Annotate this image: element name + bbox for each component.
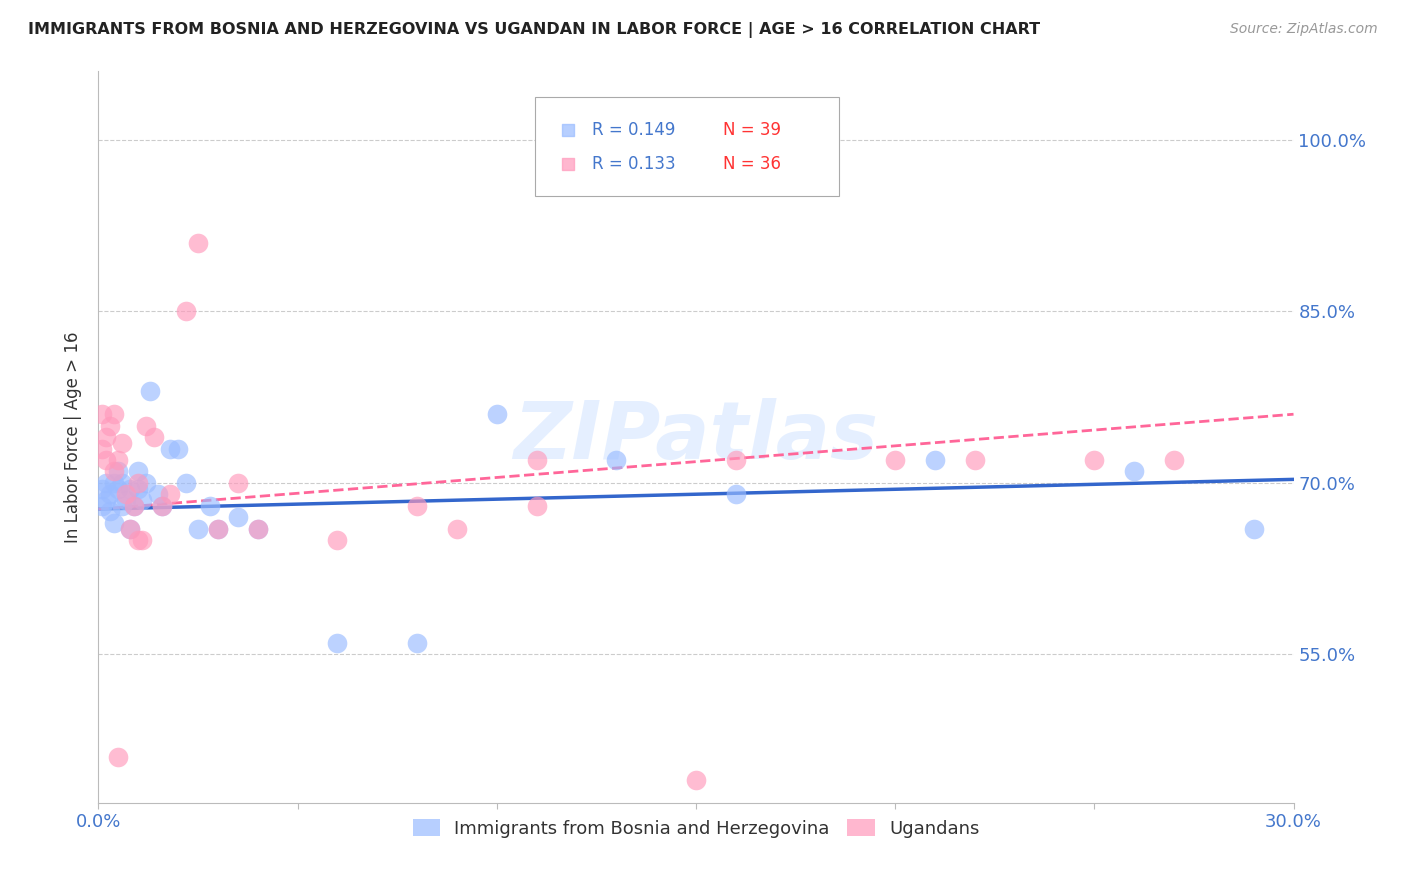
Point (226, 475, 249, 490)
Point (103, 516, 125, 530)
Point (131, 492, 153, 507)
Point (103, 464, 125, 478)
Point (107, 750, 129, 764)
Point (485, 407, 508, 421)
Point (1243, 521, 1265, 535)
Point (724, 487, 747, 501)
Point (96, 475, 118, 490)
Point (246, 521, 269, 535)
Text: Source: ZipAtlas.com: Source: ZipAtlas.com (1230, 22, 1378, 37)
Point (127, 464, 149, 478)
Point (207, 521, 229, 535)
Point (135, 475, 157, 490)
Point (174, 304, 197, 318)
Point (131, 533, 153, 547)
Point (226, 510, 249, 524)
Point (120, 521, 142, 535)
Point (207, 521, 229, 535)
Point (724, 453, 747, 467)
Point (446, 521, 468, 535)
Point (685, 772, 707, 787)
Point (96, 453, 118, 467)
Point (1163, 453, 1185, 467)
Point (963, 453, 986, 467)
Point (150, 499, 173, 513)
Point (96, 492, 118, 507)
Point (120, 482, 142, 496)
Point (406, 499, 429, 513)
Point (103, 407, 125, 421)
Point (107, 482, 129, 496)
Point (246, 521, 269, 535)
Point (127, 475, 149, 490)
Point (143, 430, 166, 444)
Text: N = 39: N = 39 (724, 121, 782, 139)
Point (148, 487, 170, 501)
Point (103, 475, 125, 490)
Point (924, 453, 946, 467)
Point (98, 487, 122, 501)
Point (526, 453, 548, 467)
Point (98, 418, 122, 433)
Text: N = 36: N = 36 (724, 155, 782, 173)
Legend: Immigrants from Bosnia and Herzegovina, Ugandans: Immigrants from Bosnia and Herzegovina, … (405, 813, 987, 845)
Point (198, 499, 221, 513)
Point (159, 442, 181, 456)
Text: R = 0.133: R = 0.133 (592, 155, 676, 173)
Point (139, 384, 162, 399)
Point (127, 533, 149, 547)
Point (115, 492, 138, 507)
Point (326, 636, 349, 650)
Point (91, 407, 114, 421)
Point (1123, 464, 1146, 478)
Point (526, 499, 548, 513)
Point (107, 464, 129, 478)
Point (406, 636, 429, 650)
Point (91, 442, 114, 456)
Point (884, 453, 907, 467)
Point (174, 475, 197, 490)
Point (187, 235, 209, 250)
Point (91, 482, 114, 496)
Point (124, 499, 146, 513)
Point (98, 504, 122, 518)
Point (120, 521, 142, 535)
Point (115, 487, 138, 501)
Point (167, 442, 190, 456)
Point (127, 482, 149, 496)
Point (1083, 453, 1105, 467)
Point (187, 521, 209, 535)
Y-axis label: In Labor Force | Age > 16: In Labor Force | Age > 16 (65, 331, 83, 543)
Point (159, 487, 181, 501)
FancyBboxPatch shape (534, 97, 839, 195)
Point (107, 453, 129, 467)
Point (111, 475, 134, 490)
Text: R = 0.149: R = 0.149 (592, 121, 675, 139)
Text: IMMIGRANTS FROM BOSNIA AND HERZEGOVINA VS UGANDAN IN LABOR FORCE | AGE > 16 CORR: IMMIGRANTS FROM BOSNIA AND HERZEGOVINA V… (28, 22, 1040, 38)
Point (605, 453, 627, 467)
Point (326, 533, 349, 547)
Point (111, 435, 134, 450)
Point (96, 430, 118, 444)
Point (124, 499, 146, 513)
Text: ZIPatlas: ZIPatlas (513, 398, 879, 476)
Point (91, 499, 114, 513)
Point (150, 499, 173, 513)
Point (135, 418, 157, 433)
Point (111, 499, 134, 513)
